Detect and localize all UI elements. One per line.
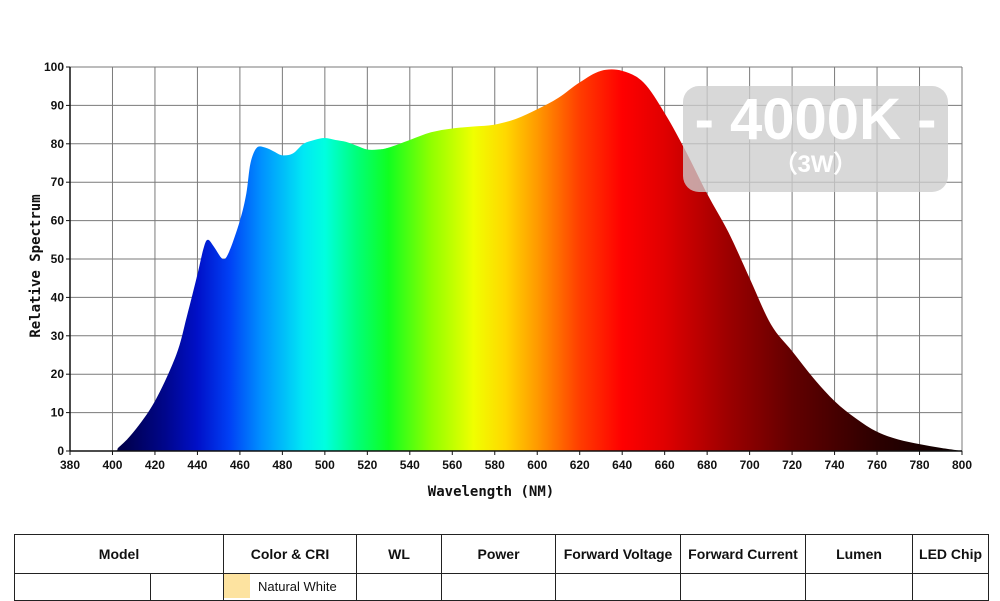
- x-tick-label: 660: [655, 458, 675, 472]
- x-tick-label: 540: [400, 458, 420, 472]
- y-tick-label: 40: [51, 290, 65, 304]
- y-tick-label: 60: [51, 214, 65, 228]
- header-color-cri: Color & CRI: [223, 534, 358, 574]
- y-tick-label: 70: [51, 175, 65, 189]
- x-tick-label: 620: [570, 458, 590, 472]
- color-temperature-badge: - 4000K - （3W）: [683, 86, 948, 192]
- badge-title: - 4000K -: [694, 87, 937, 152]
- x-tick-label: 600: [527, 458, 547, 472]
- x-tick-label: 420: [145, 458, 165, 472]
- cell-led-chip: [912, 573, 990, 601]
- color-name: Natural White: [258, 579, 337, 594]
- x-tick-label: 680: [697, 458, 717, 472]
- header-model: Model: [13, 534, 225, 574]
- header-forward-voltage: Forward Voltage: [555, 534, 682, 574]
- axes: [66, 66, 963, 455]
- x-tick-label: 500: [315, 458, 335, 472]
- y-tick-label: 30: [51, 329, 65, 343]
- y-tick-label: 10: [51, 406, 65, 420]
- spec-table: Model Color & CRI WL Power Forward Volta…: [13, 534, 990, 601]
- y-tick-label: 0: [57, 444, 64, 458]
- spectrum-area: [70, 69, 962, 451]
- x-tick-label: 640: [612, 458, 632, 472]
- x-tick-label: 460: [230, 458, 250, 472]
- y-tick-label: 90: [51, 98, 65, 112]
- x-tick-labels: 380 400 420 440 460 480 500 520 540 560 580 600 620 6…: [60, 458, 972, 472]
- y-tick-label: 20: [51, 367, 65, 381]
- y-tick-label: 50: [51, 252, 65, 266]
- x-tick-label: 480: [272, 458, 292, 472]
- x-axis-label: Wavelength (NM): [428, 484, 554, 500]
- header-lumen: Lumen: [805, 534, 914, 574]
- y-tick-label: 100: [44, 60, 64, 74]
- header-forward-current: Forward Current: [680, 534, 807, 574]
- spectrum-area-layer: [70, 69, 962, 451]
- cell-lumen: [805, 573, 914, 601]
- cell-forward-current: [680, 573, 807, 601]
- table-header-row: Model Color & CRI WL Power Forward Volta…: [13, 534, 990, 574]
- table-row: Natural White: [14, 573, 990, 601]
- x-tick-label: 400: [102, 458, 122, 472]
- cell-model-b: [149, 573, 225, 601]
- x-tick-label: 700: [740, 458, 760, 472]
- header-led-chip: LED Chip: [912, 534, 990, 574]
- x-tick-label: 520: [357, 458, 377, 472]
- y-tick-label: 80: [51, 137, 65, 151]
- cell-wl: [356, 573, 443, 601]
- y-axis-label: Relative Spectrum: [28, 194, 44, 337]
- x-tick-label: 800: [952, 458, 972, 472]
- x-tick-label: 380: [60, 458, 80, 472]
- cell-forward-voltage: [555, 573, 682, 601]
- header-power: Power: [441, 534, 557, 574]
- badge-subtitle: （3W）: [773, 151, 858, 178]
- spectrum-chart: 380 400 420 440 460 480 500 520 540 560 580 600 620 6…: [28, 60, 972, 500]
- header-wl: WL: [356, 534, 443, 574]
- x-tick-label: 560: [442, 458, 462, 472]
- y-tick-labels: 0 10 20 30 40 50 60 70 80 90 100: [44, 60, 64, 458]
- x-tick-label: 740: [825, 458, 845, 472]
- x-tick-label: 760: [867, 458, 887, 472]
- cell-model-a: [14, 573, 151, 601]
- x-tick-label: 780: [910, 458, 930, 472]
- spectrum-chart-svg: 380 400 420 440 460 480 500 520 540 560 580 600 620 6…: [28, 60, 972, 500]
- cell-color-cri: Natural White: [223, 573, 358, 601]
- x-tick-label: 580: [485, 458, 505, 472]
- x-tick-label: 440: [187, 458, 207, 472]
- x-tick-label: 720: [782, 458, 802, 472]
- cell-power: [441, 573, 557, 601]
- color-swatch: [224, 574, 251, 598]
